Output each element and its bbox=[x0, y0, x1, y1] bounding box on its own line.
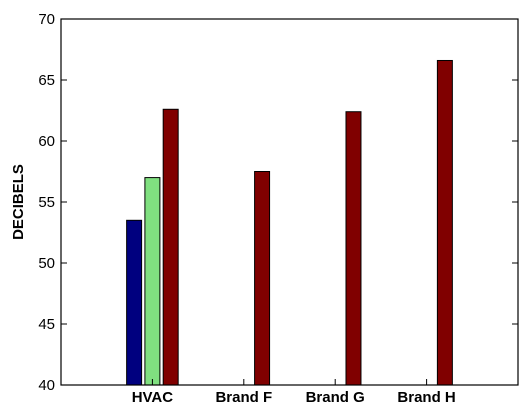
y-axis-ticks: 40 45 50 55 60 65 70 bbox=[38, 11, 518, 394]
y-tick-label: 60 bbox=[38, 133, 55, 150]
bar-hvac-0 bbox=[126, 219, 143, 386]
y-tick-label: 40 bbox=[38, 377, 55, 394]
x-category-label: HVAC bbox=[132, 389, 174, 403]
bar-hvac-2 bbox=[162, 108, 179, 386]
y-tick-label: 65 bbox=[38, 72, 55, 89]
bars-group bbox=[126, 59, 453, 386]
x-category-label: Brand F bbox=[215, 389, 272, 403]
y-axis-title: DECIBELS bbox=[10, 164, 27, 240]
y-tick-label: 70 bbox=[38, 11, 55, 28]
y-tick-label: 45 bbox=[38, 316, 55, 333]
bar-brand-g-2 bbox=[345, 111, 362, 386]
y-tick-label: 50 bbox=[38, 255, 55, 272]
bar-hvac-1 bbox=[144, 177, 161, 386]
x-axis-labels: HVAC Brand F Brand G Brand H bbox=[132, 379, 456, 403]
x-category-label: Brand H bbox=[397, 389, 455, 403]
bar-brand-h-2 bbox=[436, 59, 453, 386]
y-tick-label: 55 bbox=[38, 194, 55, 211]
x-category-label: Brand G bbox=[306, 389, 365, 403]
bar-brand-f-2 bbox=[254, 171, 271, 386]
